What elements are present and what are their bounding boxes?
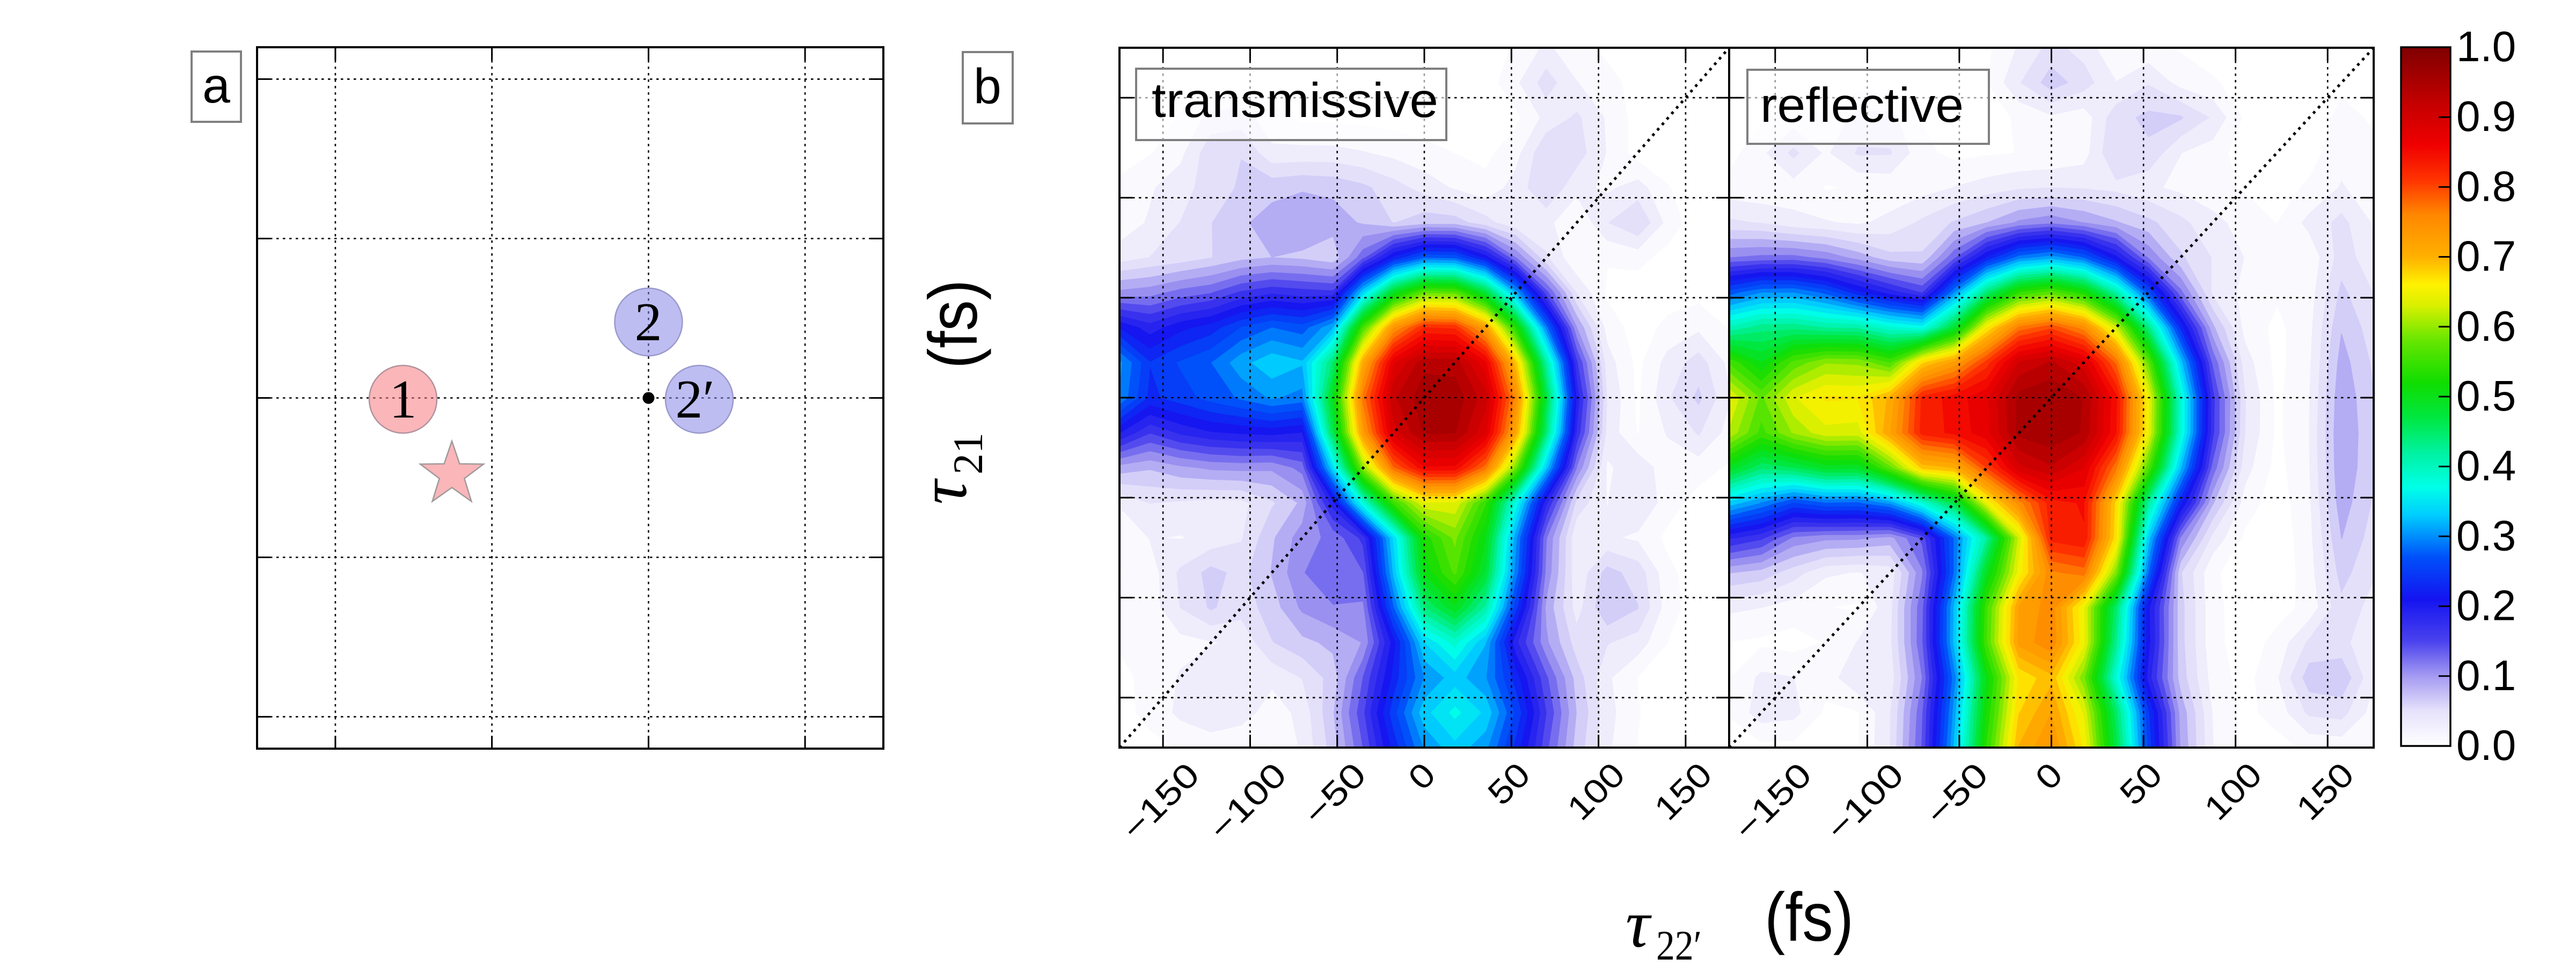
svg-text:0.1: 0.1 — [2456, 652, 2516, 699]
svg-text:τ: τ — [1626, 887, 1652, 962]
svg-text:0.0: 0.0 — [2456, 721, 2516, 769]
svg-text:(fs): (fs) — [915, 280, 992, 369]
svg-text:0.6: 0.6 — [2456, 302, 2516, 350]
svg-text:1: 1 — [390, 369, 417, 430]
svg-text:a: a — [202, 57, 230, 113]
svg-text:0.7: 0.7 — [2456, 232, 2516, 280]
svg-text:0.9: 0.9 — [2456, 92, 2516, 140]
svg-text:0.3: 0.3 — [2456, 511, 2516, 559]
svg-text:(fs): (fs) — [1765, 879, 1854, 956]
svg-text:0.8: 0.8 — [2456, 162, 2516, 210]
svg-text:0.5: 0.5 — [2456, 372, 2516, 420]
svg-text:b: b — [974, 58, 1001, 114]
svg-text:0.4: 0.4 — [2456, 442, 2516, 489]
svg-text:reflective: reflective — [1760, 78, 1964, 133]
svg-text:τ: τ — [906, 478, 981, 504]
svg-text:0.2: 0.2 — [2456, 582, 2516, 630]
svg-text:21: 21 — [945, 433, 991, 474]
svg-text:transmissive: transmissive — [1152, 74, 1438, 128]
svg-text:22′: 22′ — [1656, 922, 1702, 966]
svg-text:2′: 2′ — [675, 369, 714, 430]
svg-text:1.0: 1.0 — [2456, 23, 2516, 70]
svg-text:2: 2 — [635, 292, 662, 353]
